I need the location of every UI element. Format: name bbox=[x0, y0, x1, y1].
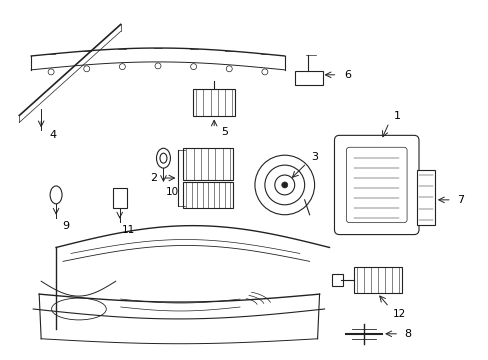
Text: 6: 6 bbox=[343, 70, 350, 80]
Text: 8: 8 bbox=[404, 329, 411, 339]
FancyBboxPatch shape bbox=[294, 71, 322, 85]
Text: 9: 9 bbox=[62, 221, 69, 231]
FancyBboxPatch shape bbox=[193, 89, 235, 117]
Circle shape bbox=[226, 66, 232, 72]
Text: 3: 3 bbox=[310, 152, 318, 162]
Circle shape bbox=[264, 165, 304, 205]
FancyBboxPatch shape bbox=[113, 188, 126, 208]
Ellipse shape bbox=[160, 153, 166, 163]
FancyBboxPatch shape bbox=[346, 147, 406, 223]
Circle shape bbox=[119, 64, 125, 69]
Text: 4: 4 bbox=[49, 130, 57, 140]
Text: 1: 1 bbox=[393, 111, 400, 121]
Ellipse shape bbox=[52, 298, 106, 320]
FancyBboxPatch shape bbox=[334, 135, 418, 235]
Circle shape bbox=[155, 63, 161, 69]
Circle shape bbox=[274, 175, 294, 195]
Text: 7: 7 bbox=[456, 195, 464, 205]
Circle shape bbox=[48, 69, 54, 75]
Text: 12: 12 bbox=[392, 309, 405, 319]
Text: 5: 5 bbox=[221, 127, 228, 138]
Circle shape bbox=[262, 69, 267, 75]
Circle shape bbox=[281, 182, 287, 188]
Circle shape bbox=[254, 155, 314, 215]
Text: 11: 11 bbox=[122, 225, 135, 235]
Circle shape bbox=[83, 66, 89, 72]
Ellipse shape bbox=[50, 186, 62, 204]
FancyBboxPatch shape bbox=[183, 148, 233, 180]
Ellipse shape bbox=[156, 148, 170, 168]
FancyBboxPatch shape bbox=[354, 267, 401, 293]
FancyBboxPatch shape bbox=[416, 170, 434, 225]
FancyBboxPatch shape bbox=[331, 274, 343, 286]
FancyBboxPatch shape bbox=[183, 182, 233, 208]
Circle shape bbox=[190, 64, 196, 69]
Text: 2: 2 bbox=[150, 173, 157, 183]
Text: 10: 10 bbox=[165, 187, 179, 197]
